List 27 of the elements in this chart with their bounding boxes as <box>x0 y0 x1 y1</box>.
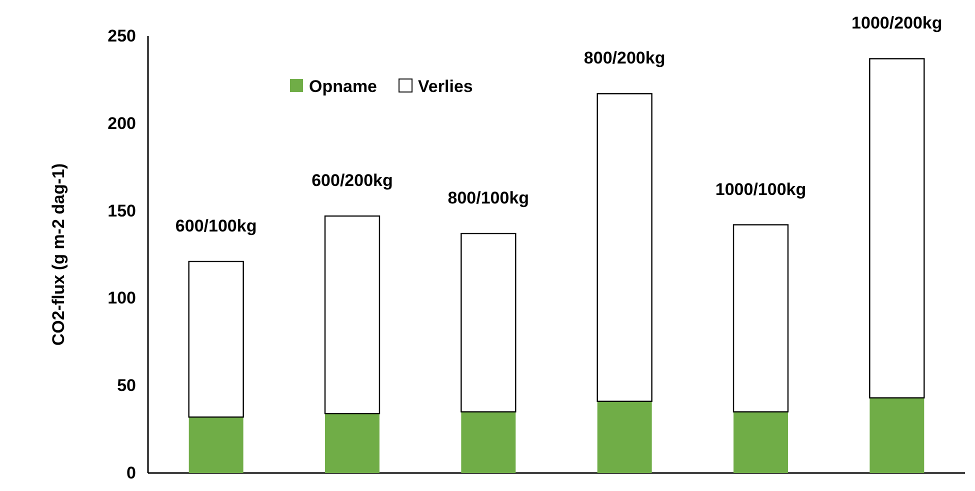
bar <box>732 224 789 412</box>
x-tick-label: 800/200kg <box>584 48 666 68</box>
y-tick-label: 150 <box>108 201 136 220</box>
x-tick-label: 800/100kg <box>448 188 530 208</box>
y-axis-title: CO2-flux (g m-2 dag-1) <box>49 163 68 346</box>
x-tick-label: 600/200kg <box>312 171 393 190</box>
bar <box>596 93 652 402</box>
bar <box>325 414 380 473</box>
bar <box>597 401 652 473</box>
x-tick-label: 1000/200kg <box>852 14 942 33</box>
bar <box>734 412 788 473</box>
x-tick-label: 1000/100kg <box>715 180 806 199</box>
y-tick-label: 200 <box>108 114 136 133</box>
legend-label: Verlies <box>418 77 473 96</box>
bar <box>324 215 380 414</box>
legend-label: Opname <box>309 77 378 96</box>
y-tick-label: 250 <box>108 26 136 46</box>
y-tick-label: 50 <box>117 376 136 396</box>
x-tick-label: 600/100kg <box>175 216 257 236</box>
bar <box>188 417 244 473</box>
bar <box>461 412 516 473</box>
bar <box>870 398 924 473</box>
bar <box>869 58 925 398</box>
y-tick-label: 100 <box>108 288 136 308</box>
y-tick-label: 0 <box>126 463 136 482</box>
bar <box>460 232 516 412</box>
bar <box>188 260 244 418</box>
